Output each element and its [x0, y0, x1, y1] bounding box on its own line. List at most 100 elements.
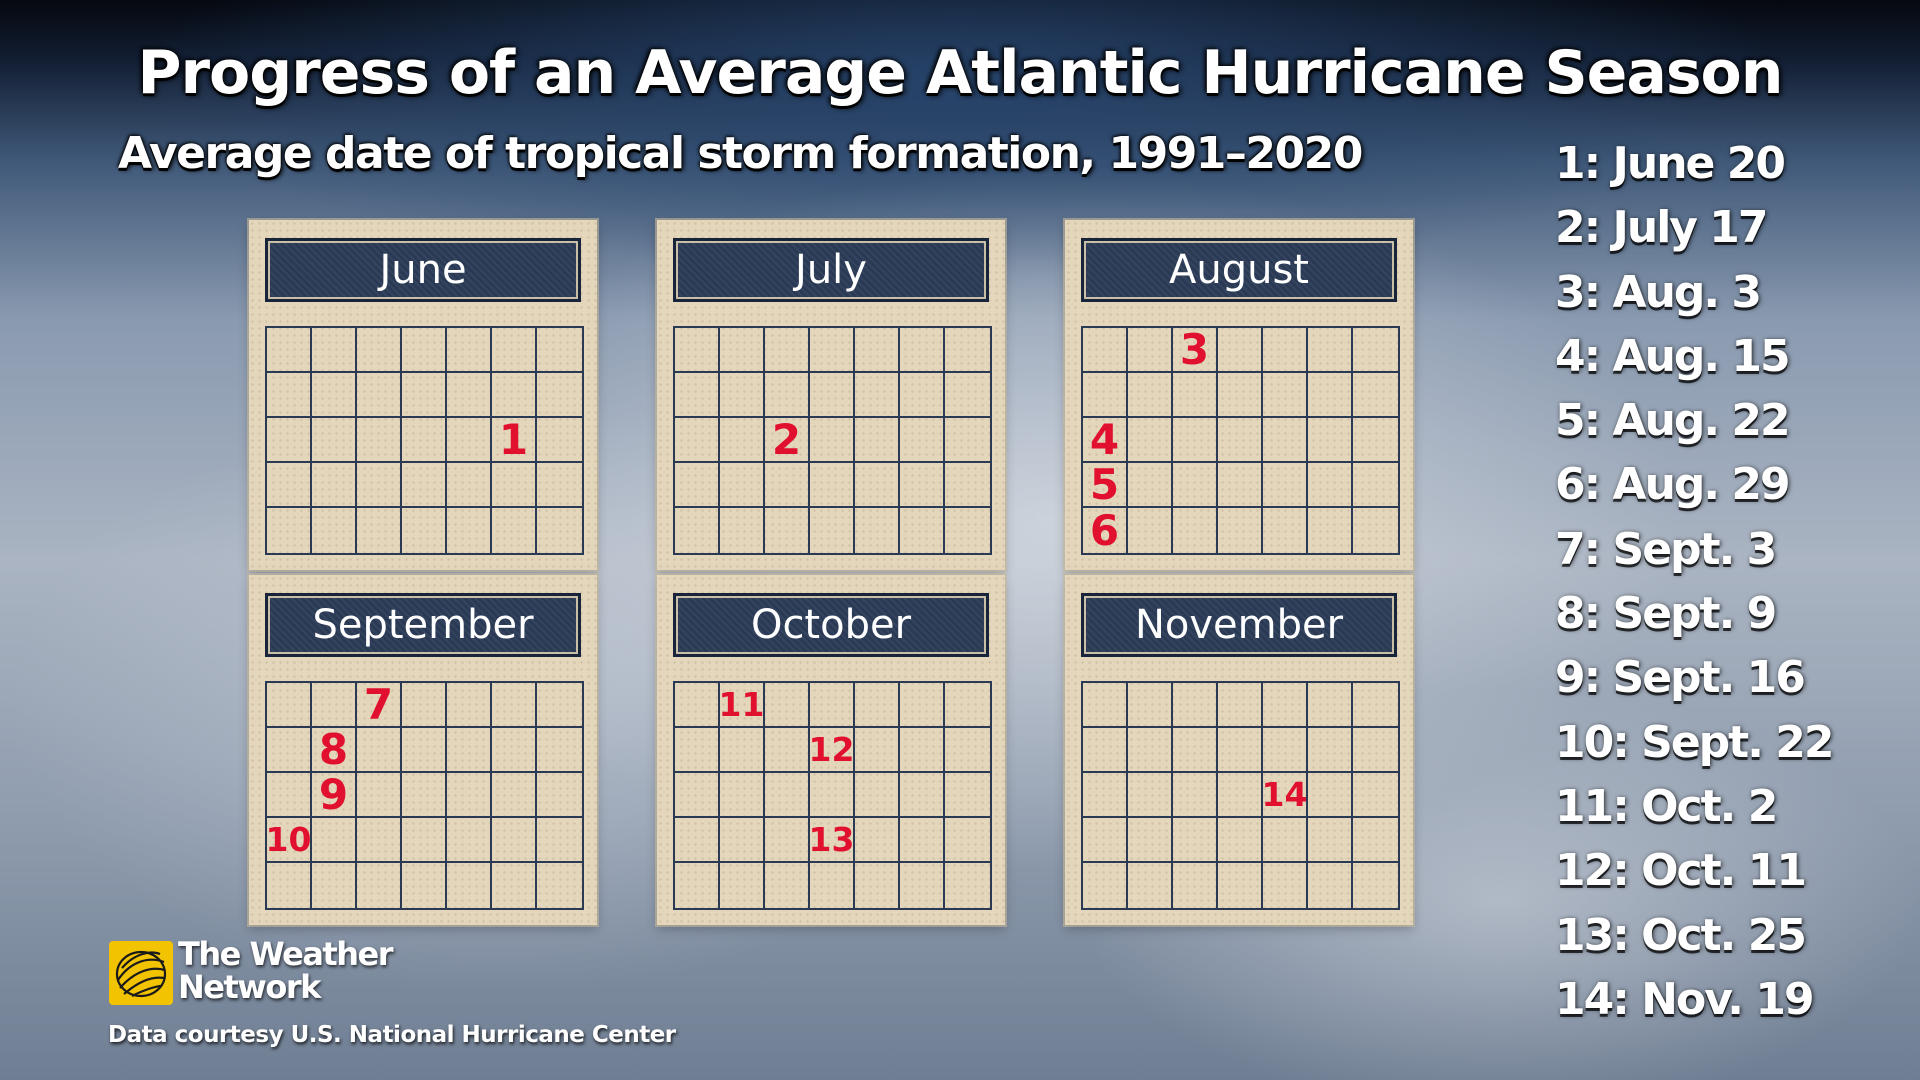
- storm-number: 6: [1089, 506, 1120, 555]
- calendar-day-cell: [720, 863, 765, 908]
- calendar-day-cell: [900, 683, 945, 728]
- calendar-day-cell: [720, 328, 765, 373]
- legend-item: 2: July 17: [1555, 202, 1769, 254]
- calendar-day-cell: [855, 463, 900, 508]
- calendar-day-cell: [675, 418, 720, 463]
- calendar-day-cell: [945, 508, 990, 553]
- calendar-day-cell: [357, 508, 402, 553]
- calendar-day-cell: [720, 463, 765, 508]
- calendar-day-cell: [537, 818, 582, 863]
- calendar-day-cell: 10: [266, 818, 312, 863]
- calendar-day-cell: [675, 818, 720, 863]
- calendar-day-cell: [765, 463, 810, 508]
- calendar-day-cell: [855, 328, 900, 373]
- calendar-day-cell: [1173, 683, 1218, 728]
- calendar-day-cell: [1218, 373, 1263, 418]
- calendar-day-cell: [1263, 328, 1308, 373]
- calendar-day-cell: 9: [312, 770, 357, 819]
- calendar-day-cell: [402, 463, 447, 508]
- calendar-day-cell: 8: [312, 725, 357, 774]
- calendar-day-cell: [1173, 373, 1218, 418]
- calendar-day-cell: [1218, 728, 1263, 773]
- storm-number: 11: [718, 685, 765, 724]
- calendar-day-cell: [810, 863, 855, 908]
- calendar-day-cell: [1128, 508, 1173, 553]
- calendar-day-cell: [1083, 773, 1128, 818]
- legend-item: 11: Oct. 2: [1555, 780, 1778, 832]
- calendar-card-september: September 7 8 9 10: [249, 575, 597, 925]
- calendar-day-cell: [1218, 463, 1263, 508]
- calendar-day-cell: [1173, 773, 1218, 818]
- calendar-day-cell: 3: [1173, 325, 1218, 374]
- calendar-card-october: October 11 12 13: [657, 575, 1005, 925]
- calendar-day-cell: [1263, 463, 1308, 508]
- calendar-day-cell: [1218, 328, 1263, 373]
- calendar-day-cell: [855, 418, 900, 463]
- calendar-day-cell: [765, 863, 810, 908]
- calendar-month-title: November: [1081, 593, 1397, 657]
- calendar-day-cell: 7: [357, 680, 402, 729]
- calendar-day-cell: [810, 328, 855, 373]
- calendar-day-cell: 4: [1083, 415, 1128, 464]
- storm-number: 9: [318, 770, 349, 819]
- calendar-day-cell: [1083, 373, 1128, 418]
- calendar-day-cell: [1173, 463, 1218, 508]
- data-credit: Data courtesy U.S. National Hurricane Ce…: [108, 1022, 676, 1048]
- calendar-day-cell: [492, 328, 537, 373]
- calendar-day-cell: [537, 418, 582, 463]
- calendar-day-cell: [312, 463, 357, 508]
- calendar-day-cell: [1218, 683, 1263, 728]
- calendar-day-cell: [447, 683, 492, 728]
- calendar-day-cell: [357, 418, 402, 463]
- calendar-day-cell: [267, 863, 312, 908]
- calendar-day-cell: [900, 328, 945, 373]
- storm-number: 3: [1179, 325, 1210, 374]
- calendar-day-cell: [312, 863, 357, 908]
- legend-item: 10: Sept. 22: [1555, 716, 1834, 768]
- calendar-day-cell: 1: [492, 415, 537, 464]
- calendar-day-cell: [357, 373, 402, 418]
- storm-number: 1: [498, 415, 529, 464]
- calendar-day-cell: [1128, 683, 1173, 728]
- calendar-day-cell: [1263, 373, 1308, 418]
- calendar-day-cell: [537, 773, 582, 818]
- calendar-day-cell: [1263, 508, 1308, 553]
- calendar-day-cell: 14: [1262, 773, 1308, 818]
- calendar-day-cell: [765, 508, 810, 553]
- calendar-day-cell: [945, 328, 990, 373]
- calendar-day-cell: [900, 818, 945, 863]
- calendar-day-cell: [810, 773, 855, 818]
- calendar-day-cell: [855, 683, 900, 728]
- calendar-day-cell: [1308, 508, 1353, 553]
- calendar-day-cell: [402, 863, 447, 908]
- legend-item: 3: Aug. 3: [1555, 266, 1762, 318]
- calendar-day-cell: [537, 728, 582, 773]
- storm-number: 8: [318, 725, 349, 774]
- calendar-day-cell: [267, 373, 312, 418]
- calendar-day-cell: [1353, 418, 1398, 463]
- calendar-day-cell: [1128, 818, 1173, 863]
- weather-network-globe-icon: [109, 941, 173, 1005]
- calendar-day-cell: [537, 508, 582, 553]
- calendar-day-cell: [810, 683, 855, 728]
- calendar-grid: 11 12 13: [673, 681, 992, 910]
- calendar-day-cell: [492, 863, 537, 908]
- calendar-day-cell: [1173, 418, 1218, 463]
- calendar-day-cell: [1128, 328, 1173, 373]
- calendar-card-july: July 2: [657, 220, 1005, 570]
- calendar-day-cell: [1308, 373, 1353, 418]
- calendar-day-cell: [1128, 773, 1173, 818]
- calendar-day-cell: [1218, 773, 1263, 818]
- calendar-day-cell: [537, 463, 582, 508]
- calendar-day-cell: [675, 328, 720, 373]
- calendar-day-cell: [945, 373, 990, 418]
- calendar-day-cell: [1353, 863, 1398, 908]
- calendar-day-cell: [402, 418, 447, 463]
- calendar-day-cell: [900, 463, 945, 508]
- calendar-day-cell: [312, 683, 357, 728]
- calendar-day-cell: [675, 373, 720, 418]
- calendar-day-cell: [945, 728, 990, 773]
- calendar-day-cell: [492, 463, 537, 508]
- calendar-day-cell: [675, 773, 720, 818]
- calendar-day-cell: [1353, 508, 1398, 553]
